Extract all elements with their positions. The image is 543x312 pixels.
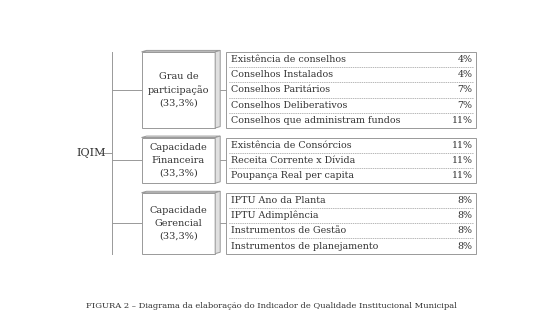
Text: 8%: 8% — [458, 196, 473, 205]
Polygon shape — [142, 136, 220, 138]
Text: 4%: 4% — [458, 70, 473, 79]
Text: 11%: 11% — [452, 116, 473, 125]
Text: IPTU Adimplência: IPTU Adimplência — [231, 211, 318, 220]
Bar — [226, 52, 476, 128]
Polygon shape — [215, 136, 220, 183]
Text: 8%: 8% — [458, 211, 473, 220]
Polygon shape — [215, 51, 220, 128]
Text: Conselhos Paritários: Conselhos Paritários — [231, 85, 330, 95]
Text: 8%: 8% — [458, 241, 473, 251]
Text: Conselhos Instalados: Conselhos Instalados — [231, 70, 333, 79]
Polygon shape — [215, 191, 220, 254]
Text: Capacidade
Financeira
(33,3%): Capacidade Financeira (33,3%) — [149, 144, 207, 177]
Bar — [142, 138, 215, 183]
Text: Instrumentos de Gestão: Instrumentos de Gestão — [231, 226, 346, 235]
Bar — [226, 138, 476, 183]
Bar — [226, 193, 476, 254]
Text: Poupança Real per capita: Poupança Real per capita — [231, 171, 353, 180]
Text: Existência de conselhos: Existência de conselhos — [231, 55, 346, 64]
Text: 4%: 4% — [458, 55, 473, 64]
Text: Conselhos que administram fundos: Conselhos que administram fundos — [231, 116, 400, 125]
Text: 7%: 7% — [458, 85, 473, 95]
Bar — [142, 193, 215, 254]
Polygon shape — [142, 191, 220, 193]
Text: FIGURA 2 – Diagrama da elaboração do Indicador de Qualidade Institucional Munici: FIGURA 2 – Diagrama da elaboração do Ind… — [86, 302, 457, 310]
Text: Existência de Consórcios: Existência de Consórcios — [231, 141, 351, 150]
Text: IQIM: IQIM — [76, 148, 106, 158]
Text: Grau de
participação
(33,3%): Grau de participação (33,3%) — [148, 72, 209, 108]
Text: IPTU Ano da Planta: IPTU Ano da Planta — [231, 196, 325, 205]
Text: 11%: 11% — [452, 141, 473, 150]
Text: 11%: 11% — [452, 156, 473, 165]
Text: 7%: 7% — [458, 101, 473, 110]
Bar — [142, 52, 215, 128]
Text: 8%: 8% — [458, 226, 473, 235]
Text: Capacidade
Gerencial
(33,3%): Capacidade Gerencial (33,3%) — [149, 206, 207, 240]
Text: Receita Corrente x Dívida: Receita Corrente x Dívida — [231, 156, 355, 165]
Polygon shape — [142, 51, 220, 52]
Text: Instrumentos de planejamento: Instrumentos de planejamento — [231, 241, 378, 251]
Text: 11%: 11% — [452, 171, 473, 180]
Text: Conselhos Deliberativos: Conselhos Deliberativos — [231, 101, 347, 110]
